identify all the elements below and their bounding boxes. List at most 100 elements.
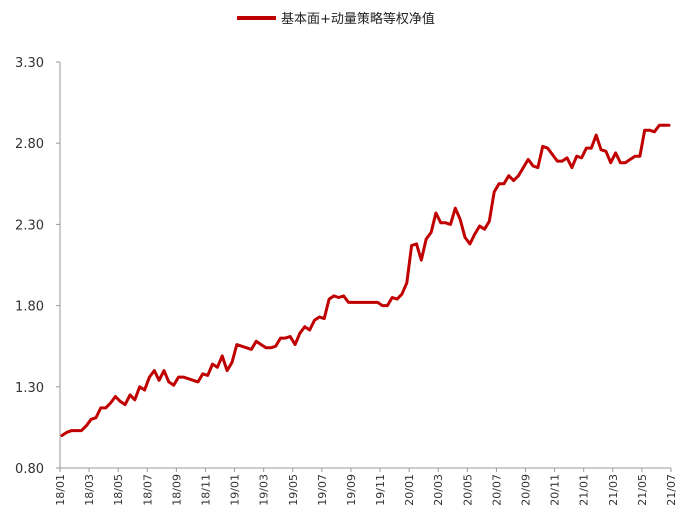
x-tick-label: 18/05	[112, 474, 125, 506]
x-tick-label: 19/09	[345, 474, 358, 506]
data-point	[333, 295, 335, 297]
data-point	[343, 295, 345, 297]
data-point	[527, 158, 529, 160]
data-point	[66, 431, 68, 433]
x-tick-label: 20/05	[461, 474, 474, 506]
data-point	[430, 232, 432, 234]
data-point	[212, 363, 214, 365]
data-point	[406, 282, 408, 284]
data-point	[595, 134, 597, 136]
data-point	[357, 301, 359, 303]
y-tick-label: 2.30	[15, 218, 44, 233]
data-point	[260, 344, 262, 346]
data-point	[352, 301, 354, 303]
data-point	[304, 326, 306, 328]
data-point	[401, 293, 403, 295]
data-point	[629, 158, 631, 160]
data-point	[508, 175, 510, 177]
data-point	[318, 316, 320, 318]
data-point	[362, 301, 364, 303]
data-point	[95, 417, 97, 419]
x-tick-label: 19/11	[374, 474, 387, 506]
plot-area	[60, 123, 671, 437]
x-tick-label: 21/03	[607, 474, 620, 506]
data-point	[299, 332, 301, 334]
data-point	[265, 347, 267, 349]
data-point	[459, 219, 461, 221]
data-point	[411, 245, 413, 247]
data-point	[255, 340, 257, 342]
data-point	[396, 298, 398, 300]
data-point	[100, 407, 102, 409]
data-point	[270, 347, 272, 349]
data-point	[348, 301, 350, 303]
data-point	[367, 301, 369, 303]
data-point	[513, 180, 515, 182]
data-point	[284, 337, 286, 339]
x-tick-label: 21/07	[665, 474, 678, 506]
data-point	[114, 396, 116, 398]
data-point	[653, 131, 655, 133]
x-tick-label: 19/01	[229, 474, 242, 506]
data-point	[90, 418, 92, 420]
data-point	[435, 212, 437, 214]
data-point	[542, 145, 544, 147]
data-point	[71, 430, 73, 432]
data-point	[552, 154, 554, 156]
data-point	[163, 370, 165, 372]
x-axis: 18/01 18/03 18/05 18/07 18/09 18/11 19/01 19/03…	[54, 467, 678, 506]
legend: 基本面+动量策略等权净值	[237, 11, 435, 27]
data-point	[576, 155, 578, 157]
data-point	[153, 370, 155, 372]
data-point	[658, 124, 660, 126]
data-point	[547, 147, 549, 149]
series-line-nav	[60, 123, 671, 437]
data-point	[372, 301, 374, 303]
data-point	[561, 160, 563, 162]
data-point	[450, 223, 452, 225]
data-point	[216, 366, 218, 368]
data-point	[615, 152, 617, 154]
data-point	[479, 225, 481, 227]
y-tick-label: 0.80	[15, 462, 44, 477]
data-point	[187, 378, 189, 380]
x-tick-label: 20/07	[490, 474, 503, 506]
data-point	[197, 381, 199, 383]
data-point	[207, 374, 209, 376]
data-point	[119, 400, 121, 402]
x-tick-label: 20/11	[549, 474, 562, 506]
x-tick-label: 18/09	[170, 474, 183, 506]
data-point	[250, 348, 252, 350]
data-point	[532, 165, 534, 167]
data-point	[600, 149, 602, 151]
data-point	[518, 175, 520, 177]
data-point	[425, 238, 427, 240]
x-tick-label: 18/11	[199, 474, 212, 506]
data-point	[391, 297, 393, 299]
data-point	[668, 124, 670, 126]
data-point	[139, 386, 141, 388]
x-tick-label: 21/01	[578, 474, 591, 506]
data-point	[537, 167, 539, 169]
data-point	[382, 305, 384, 307]
data-point	[493, 191, 495, 193]
data-point	[585, 147, 587, 149]
data-point	[503, 183, 505, 185]
data-point	[76, 430, 78, 432]
data-point	[377, 301, 379, 303]
data-point	[221, 355, 223, 357]
data-point	[124, 404, 126, 406]
x-tick-label: 21/05	[636, 474, 649, 506]
data-point	[571, 167, 573, 169]
data-point	[246, 347, 248, 349]
y-tick-label: 2.80	[15, 137, 44, 152]
data-point	[644, 129, 646, 131]
data-point	[469, 243, 471, 245]
data-point	[416, 243, 418, 245]
data-point	[590, 147, 592, 149]
x-tick-label: 19/03	[258, 474, 271, 506]
data-point	[294, 344, 296, 346]
data-point	[280, 337, 282, 339]
x-tick-label: 20/03	[432, 474, 445, 506]
data-point	[328, 298, 330, 300]
